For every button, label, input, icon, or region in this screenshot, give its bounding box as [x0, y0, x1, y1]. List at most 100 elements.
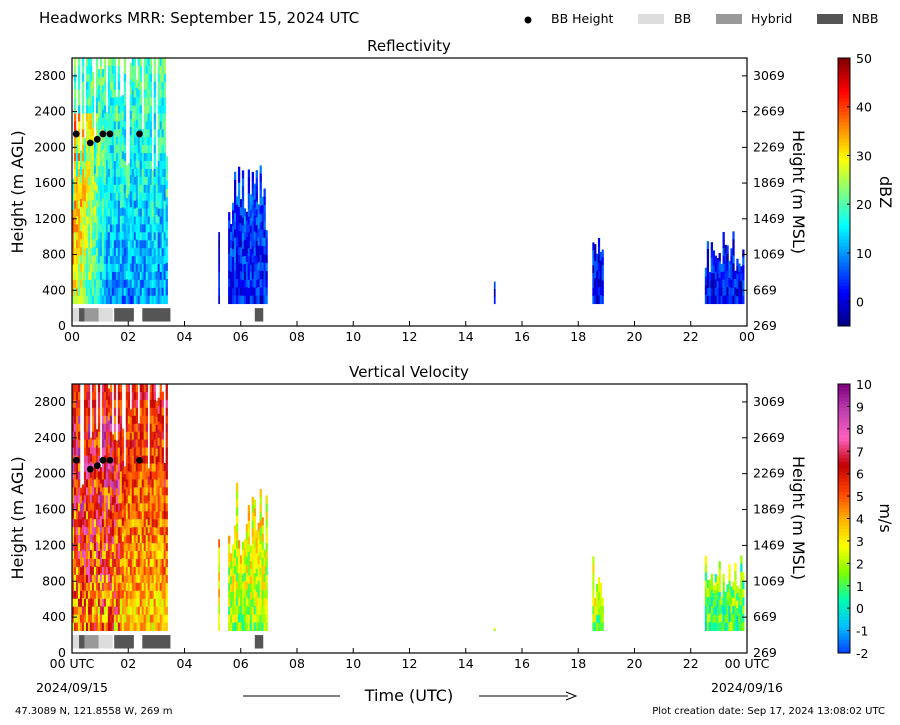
reflectivity-data-cell	[710, 249, 713, 258]
reflectivity-data-cell	[137, 287, 141, 297]
velocity-data-cell	[95, 533, 99, 543]
velocity-data-cell	[117, 479, 121, 488]
velocity-data-cell	[111, 614, 115, 624]
reflectivity-data-cell	[129, 102, 133, 112]
reflectivity-colorbar-band	[838, 74, 850, 79]
reflectivity-data-cell	[257, 254, 260, 263]
velocity-data-cell	[105, 606, 109, 616]
reflectivity-data-cell	[145, 200, 148, 209]
reflectivity-data-cell	[87, 256, 91, 265]
reflectivity-data-cell	[107, 184, 111, 194]
reflectivity-xtick-label: 00	[64, 329, 80, 344]
reflectivity-data-cell	[145, 176, 148, 186]
velocity-data-cell	[117, 423, 121, 433]
velocity-data-cell	[716, 584, 719, 593]
reflectivity-data-cell	[218, 295, 220, 305]
velocity-colorbar-band	[838, 488, 850, 492]
velocity-data-cell	[115, 464, 119, 473]
reflectivity-data-cell	[163, 176, 166, 186]
reflectivity-data-cell	[133, 153, 137, 162]
reflectivity-data-cell	[125, 173, 129, 183]
velocity-data-cell	[139, 558, 143, 568]
velocity-data-cell	[77, 614, 81, 624]
velocity-data-cell	[121, 533, 125, 543]
velocity-data-cell	[109, 574, 113, 584]
reflectivity-bb-height-dot-2	[93, 135, 101, 143]
velocity-data-cell	[153, 423, 156, 433]
reflectivity-data-cell	[77, 279, 81, 289]
velocity-data-cell	[95, 509, 99, 519]
reflectivity-data-cell	[125, 198, 129, 207]
reflectivity-data-cell	[163, 208, 166, 217]
reflectivity-bb-height-dots	[72, 130, 143, 147]
velocity-data-cell	[77, 606, 81, 616]
reflectivity-data-cell	[742, 272, 745, 281]
reflectivity-data-cell	[241, 217, 245, 226]
reflectivity-data-cell	[93, 173, 97, 183]
velocity-data-cell	[253, 622, 256, 631]
velocity-data-cell	[107, 598, 111, 607]
velocity-data-cell	[149, 479, 152, 488]
velocity-data-cell	[704, 597, 708, 607]
velocity-data-cell	[97, 543, 101, 552]
reflectivity-data-cell	[111, 295, 115, 305]
velocity-data-cell	[151, 415, 154, 425]
velocity-data-cell	[113, 543, 117, 552]
reflectivity-data-cell	[592, 288, 595, 297]
velocity-data-cell	[163, 622, 166, 631]
velocity-data-cell	[149, 423, 152, 433]
velocity-data-cell	[141, 598, 145, 608]
velocity-data-cell	[151, 582, 154, 592]
velocity-data-cell	[149, 495, 152, 504]
velocity-data-cell	[125, 558, 129, 568]
velocity-data-cell	[263, 582, 266, 591]
reflectivity-data-cell	[726, 287, 729, 296]
reflectivity-data-cell	[157, 89, 160, 99]
reflectivity-data-cell	[245, 245, 249, 254]
velocity-data-cell	[87, 566, 91, 576]
reflectivity-data-cell	[95, 105, 99, 114]
reflectivity-data-cell	[121, 199, 125, 208]
reflectivity-colorbar-band	[838, 269, 850, 273]
velocity-data-cell	[734, 613, 737, 623]
reflectivity-data-cell	[83, 240, 87, 249]
reflectivity-data-cell	[83, 169, 87, 178]
velocity-data-cell	[91, 622, 95, 631]
reflectivity-colorbar-band	[838, 292, 850, 297]
reflectivity-data-cell	[159, 271, 162, 281]
reflectivity-data-cell	[93, 263, 97, 272]
velocity-data-cell	[127, 439, 131, 449]
velocity-data-cell	[237, 589, 241, 599]
reflectivity-data-cell	[597, 262, 601, 272]
velocity-data-cell	[592, 556, 595, 566]
reflectivity-data-cell	[153, 89, 156, 99]
reflectivity-data-cell	[712, 288, 715, 297]
reflectivity-data-cell	[117, 176, 121, 186]
velocity-data-cell	[257, 547, 260, 557]
velocity-data-cell	[123, 536, 127, 545]
reflectivity-data-cell	[257, 278, 260, 288]
reflectivity-data-cell	[123, 145, 127, 154]
velocity-data-cell	[232, 599, 235, 608]
velocity-data-cell	[125, 407, 129, 417]
velocity-data-cell	[230, 584, 233, 593]
reflectivity-data-cell	[87, 153, 91, 162]
velocity-data-cell	[145, 415, 148, 425]
velocity-data-cell	[133, 582, 137, 592]
velocity-colorbar-tick-label: 2	[856, 556, 864, 571]
velocity-data-cell	[97, 574, 101, 584]
velocity-data-cell	[105, 511, 109, 520]
velocity-data-cell	[103, 471, 107, 480]
reflectivity-data-cell	[151, 217, 154, 226]
velocity-data-cell	[135, 479, 139, 488]
reflectivity-data-cell	[141, 279, 145, 289]
reflectivity-data-cell	[235, 287, 239, 296]
velocity-data-cell	[139, 407, 143, 417]
velocity-data-cell	[706, 613, 710, 623]
velocity-colorbar-band	[838, 619, 850, 624]
reflectivity-data-cell	[710, 265, 713, 274]
reflectivity-data-cell	[137, 240, 141, 249]
velocity-data-cell	[139, 384, 143, 393]
reflectivity-data-cell	[149, 279, 152, 289]
reflectivity-data-cell	[81, 121, 85, 130]
